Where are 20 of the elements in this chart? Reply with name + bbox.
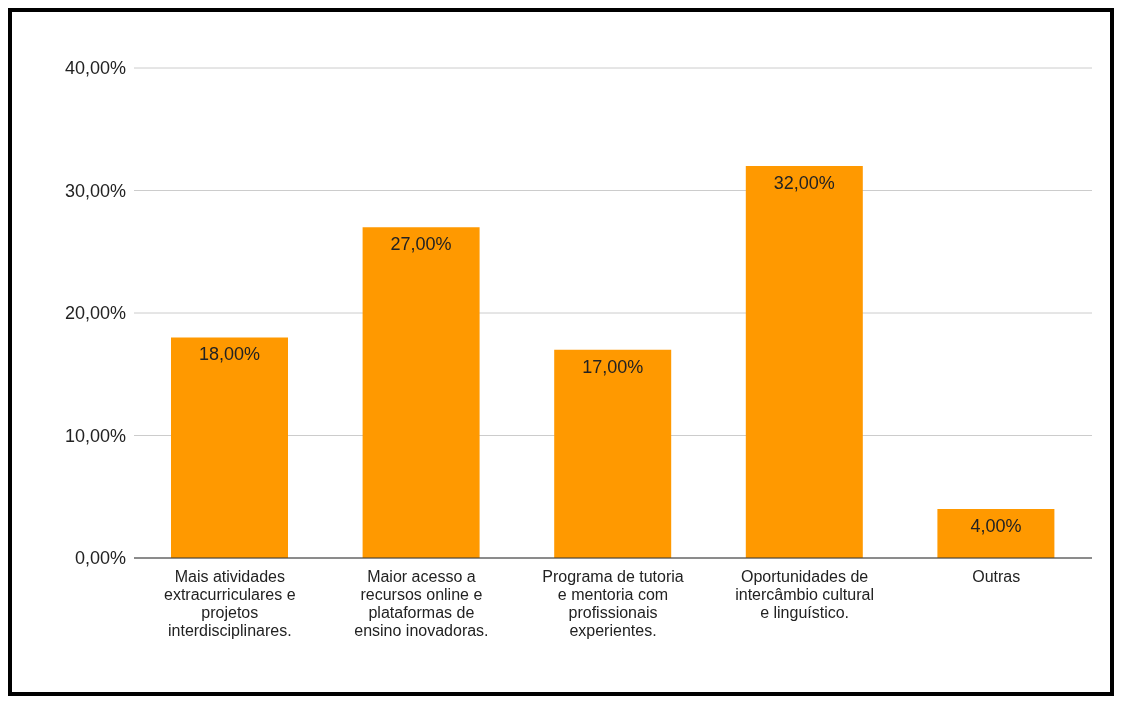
x-tick-label: Outras [972, 568, 1021, 585]
data-label: 17,00% [582, 356, 644, 377]
bar [937, 509, 1055, 558]
bar [745, 166, 863, 558]
x-tick-label: Maior acesso a recursos online e plataformas de ensino inovadoras. [354, 568, 489, 639]
bar [171, 337, 288, 558]
data-label: 32,00% [773, 172, 835, 193]
x-tick-label: Programa de tutoria e mentoria com profissionais experientes. [542, 568, 684, 639]
y-tick-label: 40,00% [64, 58, 126, 79]
y-tick-label: 30,00% [64, 180, 126, 201]
bar [554, 349, 672, 558]
y-tick-label: 20,00% [64, 303, 126, 324]
x-tick-label: Oportunidades de intercâmbio cultural e linguístico. [735, 568, 874, 621]
y-tick-label: 10,00% [64, 425, 126, 446]
data-label: 18,00% [198, 344, 261, 365]
bar [362, 227, 480, 558]
y-tick-label: 0,00% [74, 548, 126, 569]
data-label: 4,00% [970, 515, 1022, 536]
x-tick-label: Mais atividades extracurriculares e projetos interdisciplinares. [164, 568, 296, 639]
data-label: 27,00% [390, 234, 452, 255]
